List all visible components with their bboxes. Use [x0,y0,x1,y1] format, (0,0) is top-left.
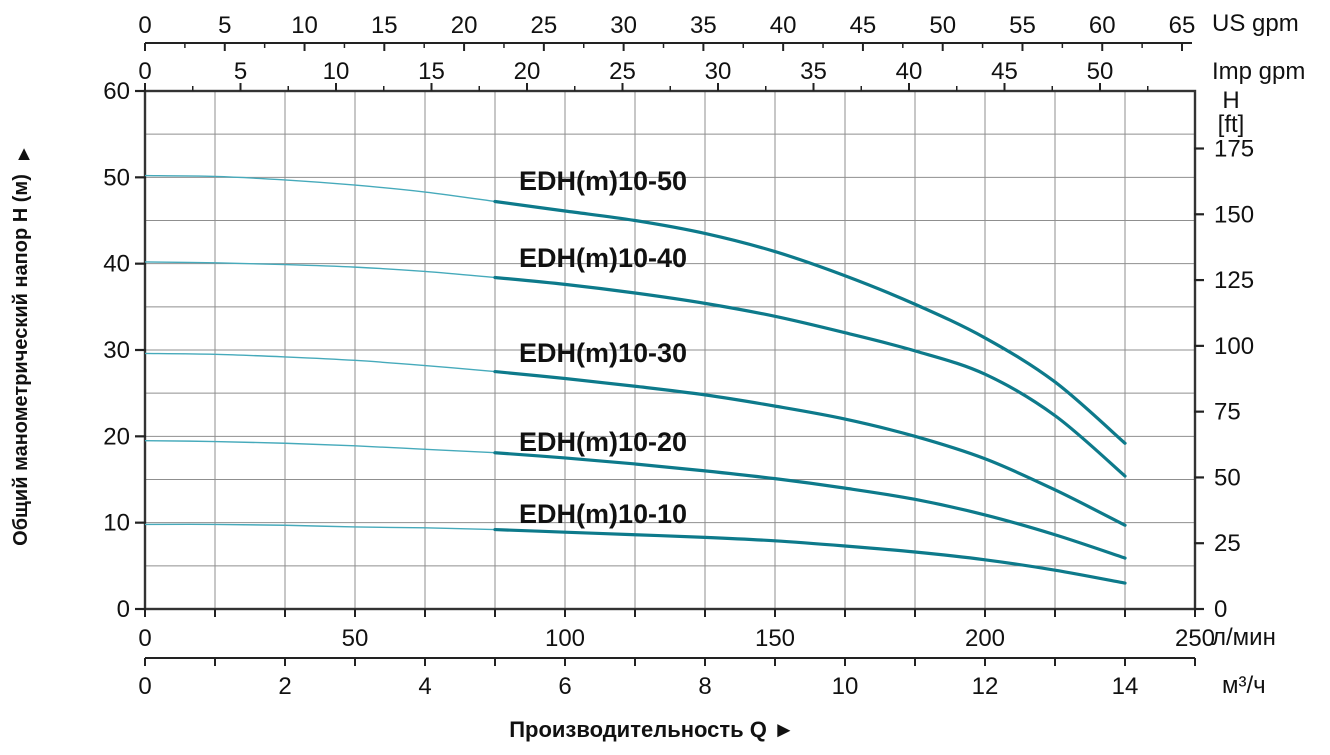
us-gpm-tick-label: 45 [850,12,877,39]
curve-edhm1050 [493,199,1127,445]
head-m-tick-label: 20 [103,423,130,450]
us-gpm-tick-label: 30 [610,12,637,39]
head-m-tick-label: 30 [103,337,130,364]
us-gpm-tick-label: 15 [371,12,398,39]
l-min-unit-label: л/мин [1212,624,1276,651]
us-gpm-unit-label: US gpm [1212,10,1299,37]
curve-label-edhm10-40: EDH(m)10-40 [519,243,687,273]
us-gpm-tick-label: 40 [770,12,797,39]
us-gpm-tick-label: 35 [690,12,717,39]
y-axis-arrow-icon: ▲ [14,143,34,165]
m3-h-tick-label: 2 [278,673,291,700]
imp-gpm-tick-label: 30 [705,58,732,85]
m3-h-tick-label: 4 [418,673,431,700]
imp-gpm-tick-label: 5 [234,58,247,85]
us-gpm-tick-label: 10 [291,12,318,39]
imp-gpm-tick-label: 20 [514,58,541,85]
head-ft-tick-label: 75 [1214,399,1241,426]
imp-gpm-tick-label: 25 [609,58,636,85]
head-m-tick-label: 60 [103,78,130,105]
curve-edhm1020 [493,451,1127,560]
head-ft-tick-label: 0 [1214,596,1227,623]
curve-edhm1010 [493,527,1127,585]
head-m-tick-label: 50 [103,164,130,191]
imp-gpm-tick-label: 0 [138,58,151,85]
curve-edhm1020-low-range [144,439,496,454]
imp-gpm-tick-label: 15 [418,58,445,85]
m3-h-tick-label: 12 [972,673,999,700]
head-ft-tick-label: 125 [1214,267,1254,294]
x-axis-title: Производительность Q ► [509,717,795,742]
us-gpm-tick-label: 20 [451,12,478,39]
curve-edhm1030 [493,369,1127,527]
imp-gpm-tick-label: 40 [896,58,923,85]
ft-axis-header: H [1222,87,1239,114]
y-axis-title: Общий манометрический напор H (м) [10,174,32,546]
chart-plot: 0 5 10 15 20 25 30 35 40 45 50 55 60 650 5 10 15 20 25 30 35… [103,12,1254,700]
head-m-tick-label: 0 [117,596,130,623]
us-gpm-tick-label: 50 [929,12,956,39]
curve-edhm1040-low-range [144,261,496,279]
curve-edhm1010-low-range [144,523,496,531]
us-gpm-tick-label: 5 [218,12,231,39]
l-min-tick-label: 50 [342,625,369,652]
us-gpm-tick-label: 65 [1169,12,1196,39]
head-ft-tick-label: 100 [1214,333,1254,360]
imp-gpm-unit-label: Imp gpm [1212,58,1305,85]
curve-label-edhm10-10: EDH(m)10-10 [519,499,687,529]
l-min-tick-label: 150 [755,625,795,652]
curve-edhm1040 [493,275,1127,478]
m3-h-tick-label: 14 [1112,673,1139,700]
imp-gpm-tick-label: 35 [800,58,827,85]
head-ft-tick-label: 50 [1214,464,1241,491]
us-gpm-tick-label: 0 [138,12,151,39]
head-m-tick-label: 40 [103,251,130,278]
m3-h-tick-label: 6 [558,673,571,700]
ft-axis-header-unit: [ft] [1218,111,1245,138]
l-min-tick-label: 100 [545,625,585,652]
m3-h-tick-label: 8 [698,673,711,700]
us-gpm-tick-label: 25 [530,12,557,39]
head-ft-tick-label: 25 [1214,530,1241,557]
curve-edhm1050-low-range [144,174,496,203]
curve-edhm1030-low-range [144,352,496,373]
l-min-tick-label: 0 [138,625,151,652]
l-min-tick-label: 250 [1175,625,1215,652]
curve-label-edhm10-30: EDH(m)10-30 [519,338,687,368]
imp-gpm-tick-label: 50 [1087,58,1114,85]
imp-gpm-tick-label: 45 [991,58,1018,85]
m3-h-tick-label: 10 [832,673,859,700]
m3-h-tick-label: 0 [138,673,151,700]
curve-label-edhm10-50: EDH(m)10-50 [519,166,687,196]
us-gpm-tick-label: 60 [1089,12,1116,39]
head-ft-tick-label: 175 [1214,136,1254,163]
m3-h-unit-label: м³/ч [1222,672,1266,699]
imp-gpm-tick-label: 10 [323,58,350,85]
curve-label-edhm10-20: EDH(m)10-20 [519,427,687,457]
us-gpm-tick-label: 55 [1009,12,1036,39]
l-min-tick-label: 200 [965,625,1005,652]
head-m-tick-label: 10 [103,510,130,537]
head-ft-tick-label: 150 [1214,201,1254,228]
